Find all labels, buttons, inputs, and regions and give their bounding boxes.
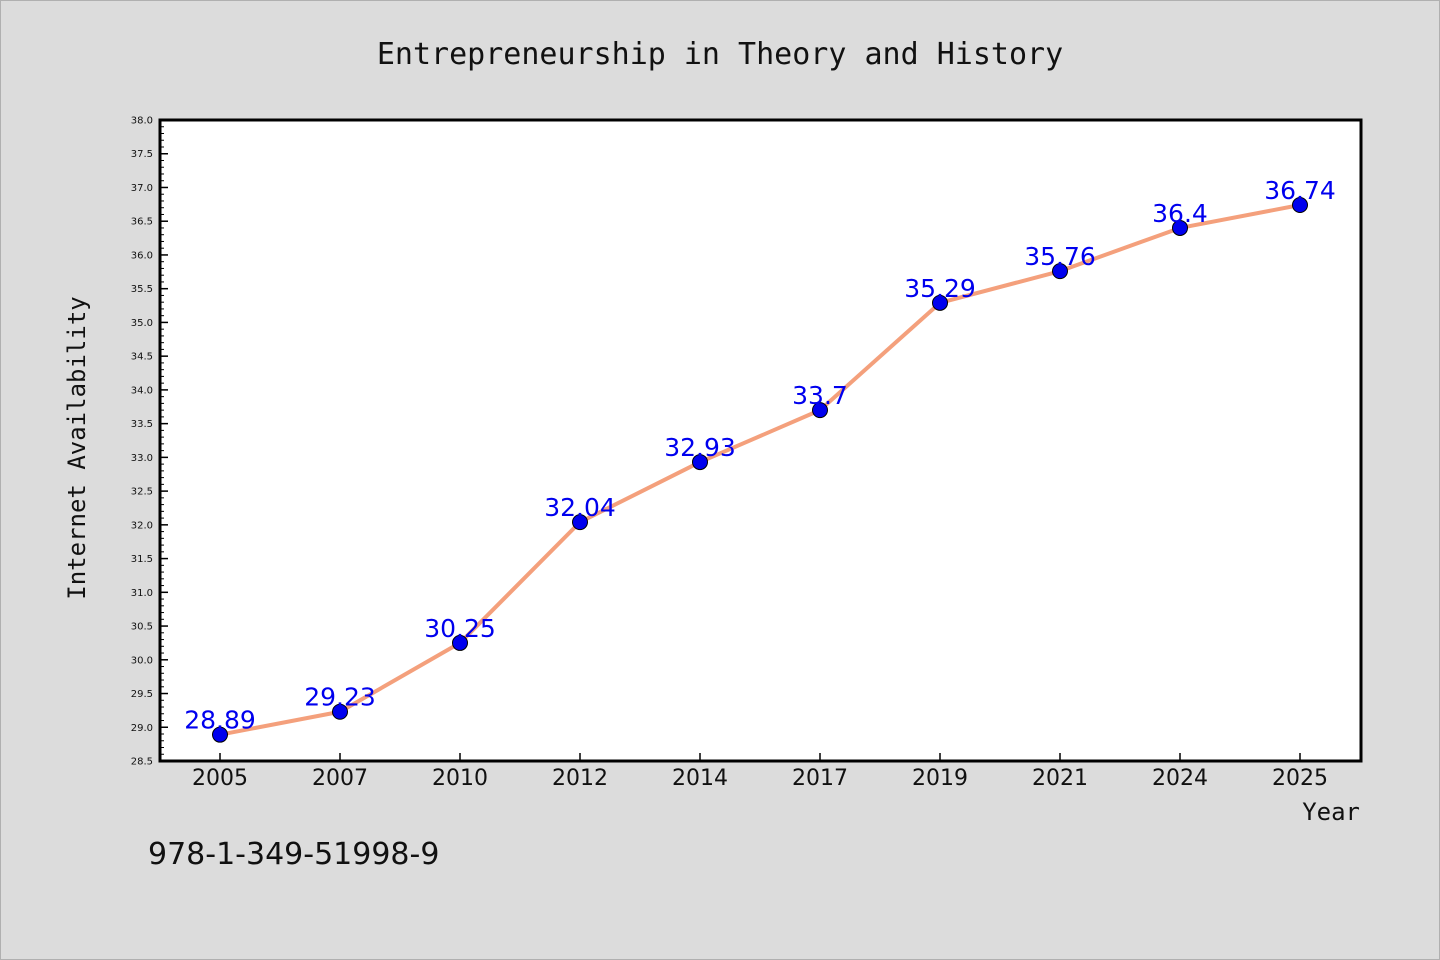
data-point: [932, 294, 948, 311]
data-point: [572, 514, 588, 531]
y-tick-label: 38.0: [131, 116, 153, 127]
data-label: 35.76: [1024, 242, 1096, 271]
data-label: 32.93: [664, 433, 736, 462]
y-tick-label: 37.0: [131, 183, 153, 194]
data-label: 36.74: [1264, 176, 1336, 205]
data-point: [452, 634, 468, 651]
data-label: 36.4: [1152, 199, 1208, 228]
y-tick-label: 36.0: [131, 250, 153, 261]
x-tick-label: 2010: [432, 766, 488, 791]
data-label: 33.7: [792, 381, 848, 410]
y-tick-label: 29.5: [131, 689, 153, 700]
y-tick-label: 32.5: [131, 487, 153, 498]
y-tick-label: 35.5: [131, 284, 153, 295]
y-tick-label: 34.0: [131, 385, 153, 396]
data-label: 29.23: [304, 683, 376, 712]
data-label: 30.25: [424, 614, 496, 643]
x-axis: 2005 2007 2010 2012 2014 2017 2019 2021 2024 2025: [192, 753, 1328, 791]
y-tick-label: 28.5: [131, 757, 153, 768]
y-tick-label: 32.0: [131, 520, 153, 531]
data-labels: 28.89 29.23 30.25 32.04 32.93 33.7 35.29 35.76 3…: [184, 176, 1336, 735]
x-tick-label: 2005: [192, 766, 248, 791]
y-axis-label: Internet Availability: [63, 296, 91, 599]
x-tick-label: 2019: [912, 766, 968, 791]
y-tick-label: 29.0: [131, 723, 153, 734]
data-label: 32.04: [544, 493, 616, 522]
plot-area: [158, 118, 1363, 763]
data-label: 28.89: [184, 706, 256, 735]
y-tick-label: 34.5: [131, 352, 153, 363]
data-markers: [212, 197, 1308, 743]
chart-title: Entrepreneurship in Theory and History: [377, 37, 1063, 72]
y-tick-label: 31.0: [131, 588, 153, 599]
data-label: 35.29: [904, 274, 976, 303]
x-tick-label: 2025: [1272, 766, 1328, 791]
x-tick-label: 2014: [672, 766, 728, 791]
y-tick-label: 30.5: [131, 622, 153, 633]
data-point: [1172, 219, 1188, 236]
isbn-text: 978-1-349-51998-9: [148, 837, 439, 872]
data-point: [812, 402, 828, 419]
series-line: [219, 203, 1301, 737]
data-point: [1292, 197, 1308, 214]
x-tick-label: 2012: [552, 766, 608, 791]
x-tick-label: 2024: [1152, 766, 1208, 791]
y-tick-label: 36.5: [131, 217, 153, 228]
data-point: [1052, 263, 1068, 280]
x-tick-label: 2021: [1032, 766, 1088, 791]
data-point: [212, 726, 228, 743]
x-tick-label: 2007: [312, 766, 368, 791]
data-point: [332, 703, 348, 720]
y-tick-label: 33.5: [131, 419, 153, 430]
y-tick-label: 35.0: [131, 318, 153, 329]
x-axis-label: Year: [1302, 798, 1360, 826]
y-tick-label: 33.0: [131, 453, 153, 464]
y-tick-label: 30.0: [131, 655, 153, 666]
data-point: [692, 454, 708, 471]
y-axis: 28.5 29.0 29.5 30.0 30.5 31.0 31.5 32.0 32.5 33.0…: [131, 116, 168, 768]
y-tick-label: 31.5: [131, 554, 153, 565]
x-tick-label: 2017: [792, 766, 848, 791]
y-tick-label: 37.5: [131, 149, 153, 160]
